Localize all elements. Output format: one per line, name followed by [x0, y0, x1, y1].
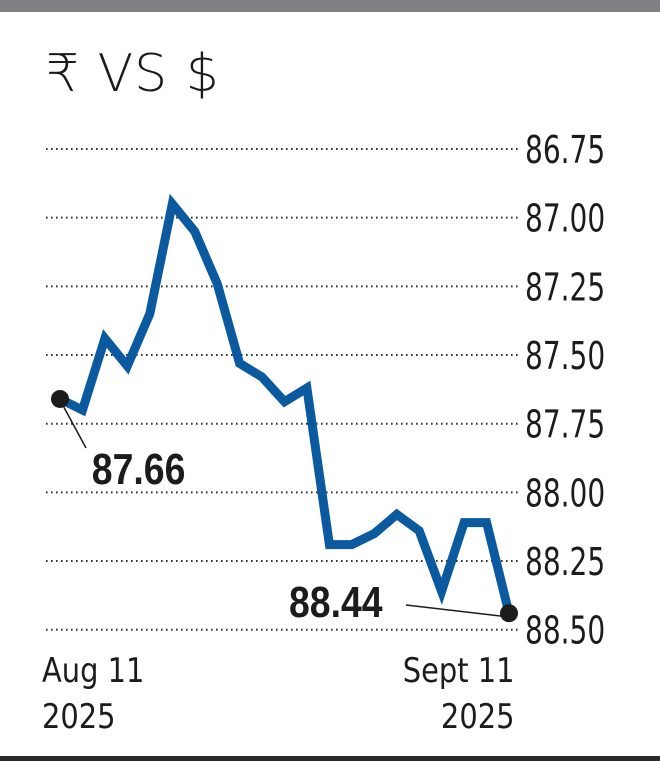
x-start-date: Aug 11 [42, 651, 145, 691]
y-tick-label: 88.00 [525, 472, 605, 516]
end-callout-leader [405, 604, 510, 618]
chart-title: ₹ VS $ [46, 44, 220, 104]
x-start-label: Aug 11 2025 [42, 648, 144, 740]
bottom-bar [0, 756, 660, 761]
start-value-label: 87.66 [92, 444, 186, 494]
y-tick-label: 88.50 [525, 610, 605, 654]
start-callout-leader [59, 399, 87, 449]
y-tick-label: 87.25 [525, 266, 605, 310]
y-tick-label: 87.75 [525, 404, 605, 448]
y-axis-labels: 86.75 87.00 87.25 87.50 87.75 88.00 88.25 88.50 [525, 129, 605, 653]
start-marker [51, 389, 69, 408]
rate-line [58, 193, 514, 615]
x-end-label: Sept 11 2025 [402, 648, 514, 740]
end-value-label: 88.44 [289, 577, 383, 627]
top-bar [0, 0, 660, 12]
y-tick-label: 88.25 [525, 541, 605, 585]
x-start-year: 2025 [42, 697, 116, 737]
x-end-year: 2025 [440, 697, 514, 737]
end-marker [500, 604, 518, 623]
y-tick-label: 87.50 [525, 335, 605, 379]
y-tick-label: 87.00 [525, 198, 605, 242]
gridlines [46, 148, 518, 631]
y-tick-label: 86.75 [525, 129, 605, 173]
x-end-date: Sept 11 [402, 651, 514, 691]
